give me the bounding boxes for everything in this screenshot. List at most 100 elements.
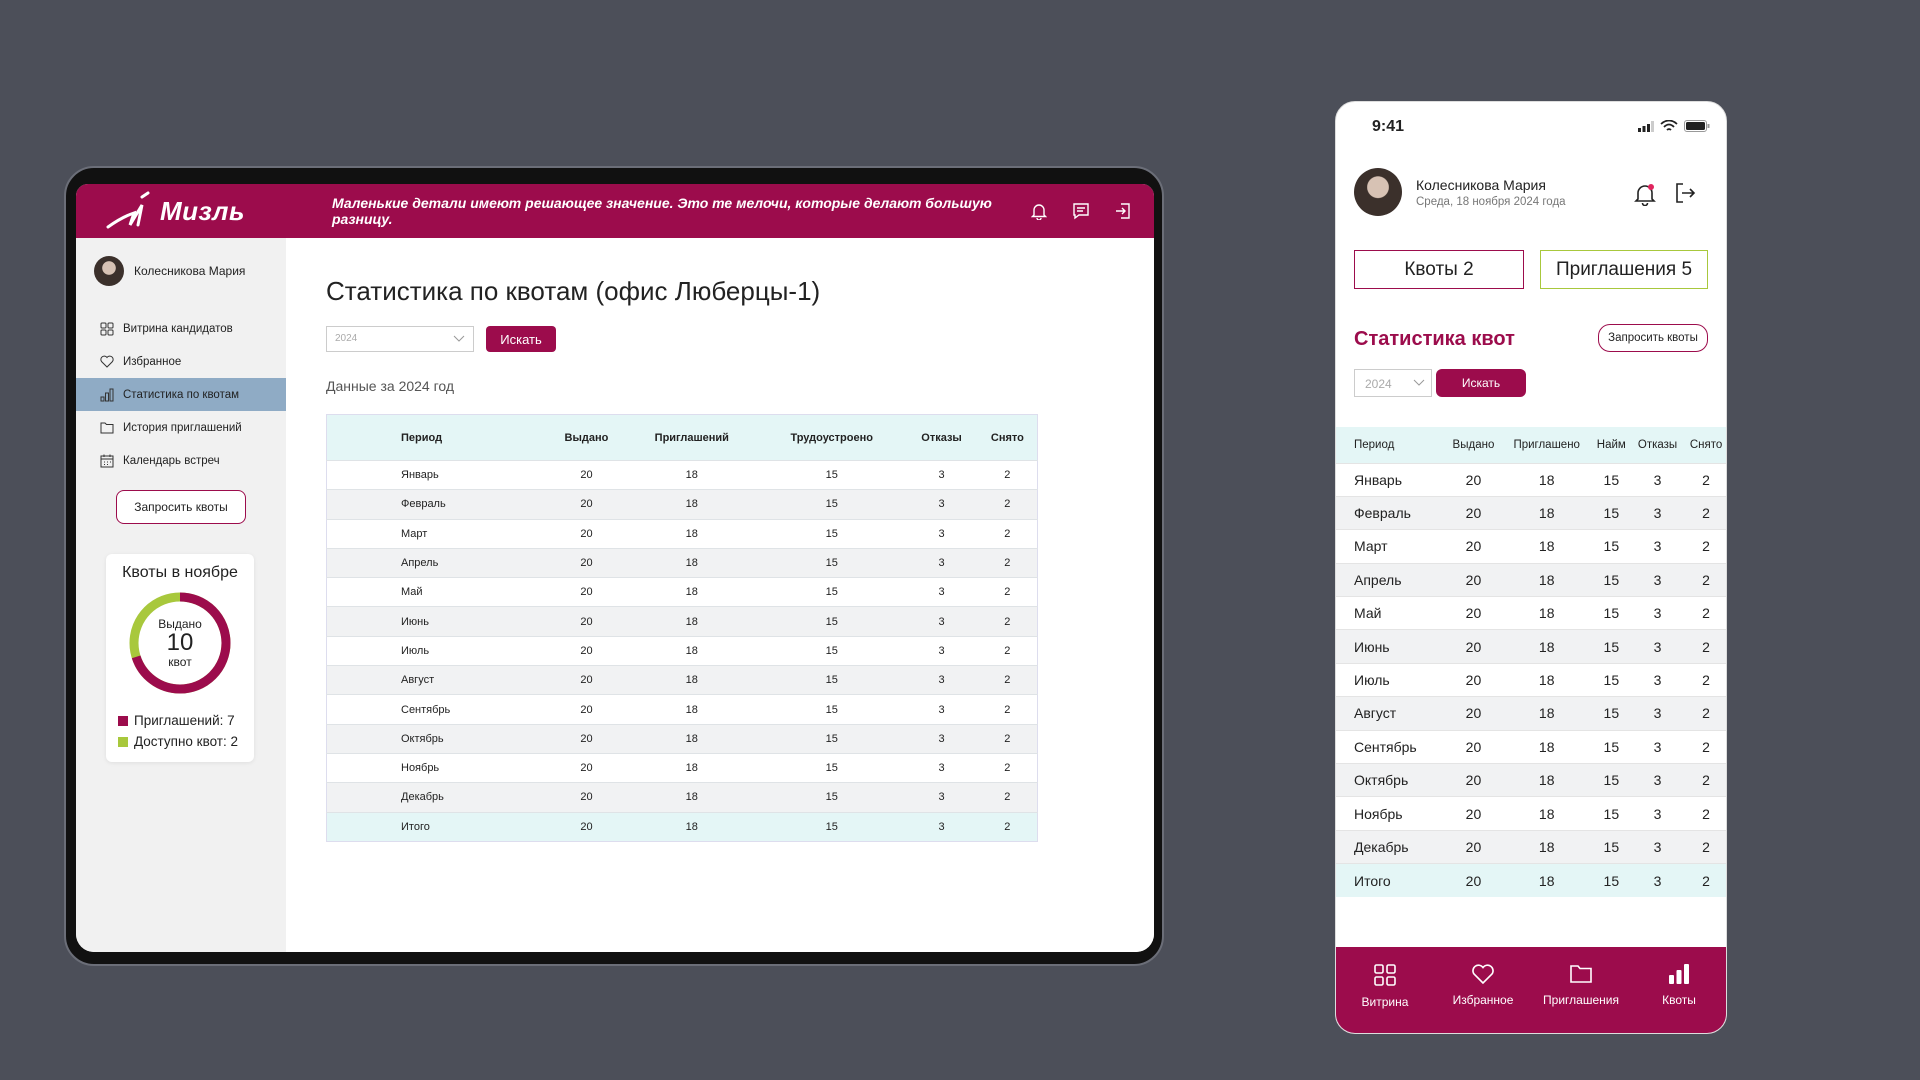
table-cell: Март — [326, 518, 548, 549]
table-cell: 18 — [625, 811, 759, 842]
year-select[interactable]: 2024 — [1354, 369, 1432, 397]
table-cell: 15 — [1591, 629, 1631, 664]
table-cell: 15 — [1591, 763, 1631, 797]
bottom-nav-item-favorites[interactable]: Избранное — [1434, 947, 1532, 1033]
table-row: Декабрь 20 18 15 3 2 — [326, 782, 1038, 813]
bell-icon[interactable] — [1634, 182, 1656, 211]
table-row: Апрель 20 18 15 3 2 — [1336, 562, 1726, 597]
table-cell: 20 — [547, 723, 626, 754]
search-button[interactable]: Искать — [1436, 369, 1526, 397]
data-period-label: Данные за 2024 год — [326, 378, 455, 394]
table-cell: 15 — [758, 518, 906, 549]
logo[interactable]: Мизль — [104, 191, 332, 231]
legend-label: Приглашений: 7 — [134, 713, 235, 728]
table-cell: 2 — [1684, 562, 1726, 597]
legend-item-available: Доступно квот: 2 — [118, 731, 254, 752]
table-cell: 20 — [547, 547, 626, 578]
table-row: Февраль 20 18 15 3 2 — [1336, 495, 1726, 530]
chat-icon[interactable] — [1070, 200, 1092, 222]
bottom-nav-item-invitations[interactable]: Приглашения — [1532, 947, 1630, 1033]
year-select-value: 2024 — [335, 333, 358, 344]
sidebar-item-invite-history[interactable]: История приглашений — [76, 411, 286, 444]
table-row: Май 20 18 15 3 2 — [326, 577, 1038, 607]
table-cell: 18 — [1501, 662, 1592, 697]
table-cell: 20 — [1445, 562, 1502, 597]
sidebar-item-label: Статистика по квотам — [123, 388, 240, 401]
current-date: Среда, 18 ноября 2024 года — [1416, 195, 1566, 208]
table-cell: 20 — [1445, 629, 1502, 664]
table-cell: Июнь — [326, 606, 548, 637]
bottom-nav: Витрина Избранное Приглашения Квоты — [1336, 947, 1726, 1033]
phone-frame: 9:41 Колесникова Мария Среда, 18 ноября … — [1335, 101, 1727, 1034]
table-cell: 15 — [758, 752, 906, 783]
battery-icon — [1684, 120, 1710, 132]
table-cell: 18 — [1501, 562, 1592, 597]
table-cell: 15 — [758, 547, 906, 578]
table-cell: 20 — [547, 635, 626, 666]
column-header: Найм — [1591, 427, 1631, 463]
table-cell: 18 — [1501, 495, 1592, 530]
calendar-icon — [100, 454, 114, 467]
column-header: Снято — [1684, 427, 1726, 463]
table-cell: 20 — [1445, 696, 1502, 731]
table-cell: 2 — [977, 752, 1038, 783]
phone-user-profile[interactable]: Колесникова Мария Среда, 18 ноября 2024 … — [1354, 168, 1566, 216]
page-title: Статистика по квотам (офис Люберцы-1) — [326, 276, 821, 306]
quotas-button[interactable]: Квоты 2 — [1354, 250, 1524, 289]
table-cell: 3 — [1630, 662, 1685, 697]
table-cell: Ноябрь — [1336, 796, 1446, 831]
user-profile[interactable]: Колесникова Мария — [94, 256, 286, 286]
table-cell: 2 — [1684, 863, 1726, 898]
sidebar-item-label: Избранное — [123, 355, 182, 368]
sidebar-item-calendar[interactable]: Календарь встреч — [76, 444, 286, 477]
table-cell: 18 — [625, 782, 759, 813]
sidebar: Колесникова Мария Витрина кандидатов Изб… — [76, 238, 286, 952]
table-cell: 3 — [905, 723, 978, 754]
logout-icon[interactable] — [1674, 182, 1696, 211]
column-header: Трудоустроено — [758, 414, 906, 461]
sidebar-item-quota-stats[interactable]: Статистика по квотам — [76, 378, 286, 411]
table-cell: 2 — [1684, 662, 1726, 697]
invitations-button[interactable]: Приглашения 5 — [1540, 250, 1708, 289]
request-quotas-button[interactable]: Запросить квоты — [116, 490, 246, 524]
table-cell: Август — [1336, 696, 1446, 731]
bottom-nav-label: Квоты — [1662, 993, 1696, 1007]
user-name: Колесникова Мария — [1416, 176, 1546, 193]
table-cell: 2 — [977, 459, 1038, 490]
table-cell: 3 — [905, 694, 978, 725]
grid-icon — [100, 322, 114, 335]
column-header: Выдано — [547, 414, 626, 461]
table-row: Июль 20 18 15 3 2 — [326, 635, 1038, 666]
sidebar-item-candidates[interactable]: Витрина кандидатов — [76, 312, 286, 345]
folder-icon — [100, 422, 114, 434]
search-button[interactable]: Искать — [486, 326, 556, 352]
request-quotas-button[interactable]: Запросить квоты — [1598, 324, 1708, 352]
table-cell: Апрель — [326, 547, 548, 578]
heart-icon — [100, 355, 114, 368]
table-cell: 3 — [905, 489, 978, 520]
table-cell: 2 — [1684, 462, 1726, 497]
table-row: Июль 20 18 15 3 2 — [1336, 662, 1726, 697]
bottom-nav-item-showcase[interactable]: Витрина — [1336, 947, 1434, 1033]
table-cell: 2 — [977, 782, 1038, 813]
table-cell: 18 — [1501, 596, 1592, 630]
table-cell: 18 — [1501, 696, 1592, 731]
bottom-nav-item-quotas[interactable]: Квоты — [1630, 947, 1726, 1033]
table-cell: 15 — [1591, 863, 1631, 898]
logout-icon[interactable] — [1112, 200, 1134, 222]
table-cell: 3 — [1630, 596, 1685, 630]
sidebar-item-favorites[interactable]: Избранное — [76, 345, 286, 378]
year-select[interactable]: 2024 — [326, 326, 474, 352]
table-cell: 15 — [1591, 529, 1631, 564]
column-header: Приглашений — [625, 414, 759, 461]
table-cell: Июль — [1336, 662, 1446, 697]
table-cell: 20 — [547, 811, 626, 842]
bell-icon[interactable] — [1028, 200, 1050, 222]
table-cell: 2 — [1684, 629, 1726, 664]
chevron-down-icon — [1413, 379, 1425, 386]
donut-top-label: Выдано — [158, 617, 202, 631]
table-cell: 20 — [547, 665, 626, 695]
phone-header-icons — [1616, 182, 1696, 211]
table-cell: Август — [326, 665, 548, 695]
table-cell: 20 — [1445, 529, 1502, 564]
